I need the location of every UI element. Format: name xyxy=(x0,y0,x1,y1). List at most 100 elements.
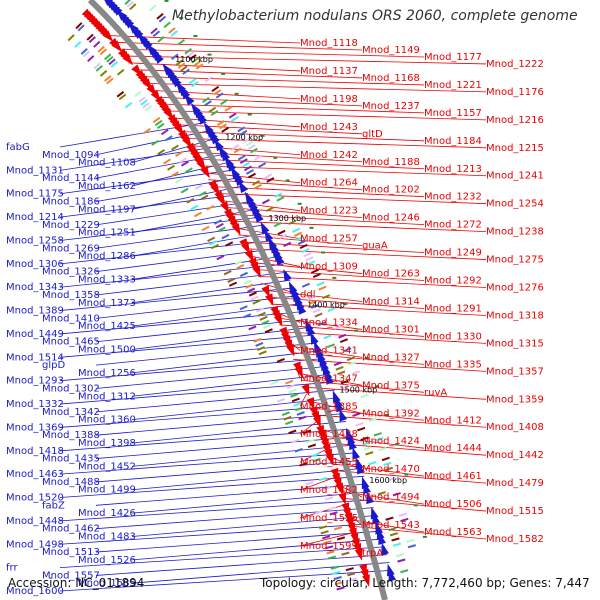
feature-mark xyxy=(93,62,101,70)
forward-gene-arrow xyxy=(294,365,303,379)
feature-mark xyxy=(118,93,127,101)
feature-mark xyxy=(388,526,397,532)
feature-mark xyxy=(247,144,256,150)
leader-line xyxy=(95,248,277,273)
leader-line xyxy=(144,82,487,93)
feature-mark xyxy=(224,105,233,112)
kbp-tick-label: 1300 kbp xyxy=(268,214,306,223)
gene-label: Mnod_1213 xyxy=(424,164,482,175)
feature-mark xyxy=(307,443,317,449)
leader-line xyxy=(131,303,301,327)
feature-mark xyxy=(175,59,184,66)
feature-mark xyxy=(87,55,95,62)
feature-mark xyxy=(201,96,210,104)
forward-gene-arrow xyxy=(362,574,370,587)
gene-label: Mnod_1461 xyxy=(424,471,482,482)
gene-label: Mnod_1257 xyxy=(300,234,358,245)
leader-line xyxy=(95,460,360,483)
feature-mark xyxy=(389,532,399,537)
feature-mark xyxy=(219,123,227,130)
feature-mark xyxy=(321,486,331,491)
feature-mark xyxy=(264,173,273,180)
feature-mark xyxy=(312,272,321,278)
feature-mark xyxy=(211,85,220,92)
gene-label: Mnod_1221 xyxy=(424,80,482,91)
feature-mark xyxy=(285,379,294,385)
gene-label: trpA xyxy=(362,548,383,559)
gene-label: Mnod_1412 xyxy=(424,415,482,426)
gc-mark xyxy=(273,156,278,159)
feature-mark xyxy=(208,240,218,246)
feature-mark xyxy=(206,204,215,211)
gc-mark xyxy=(221,72,226,75)
feature-mark xyxy=(258,350,267,356)
feature-mark xyxy=(283,415,292,421)
feature-mark xyxy=(301,282,310,288)
feature-mark xyxy=(160,129,169,136)
feature-mark xyxy=(392,492,401,497)
gene-label: Mnod_1448 xyxy=(6,516,64,527)
gene-label: Mnod_1108 xyxy=(78,158,136,169)
feature-mark xyxy=(170,30,178,37)
forward-gene-arrow xyxy=(313,415,321,429)
gc-mark xyxy=(234,92,239,95)
feature-mark xyxy=(262,324,272,330)
feature-mark xyxy=(293,231,302,237)
feature-mark xyxy=(248,325,257,331)
feature-mark xyxy=(195,63,204,70)
gene-label: Mnod_1186 xyxy=(42,197,100,208)
forward-gene-arrow xyxy=(273,314,283,327)
gene-label: Mnod_1094 xyxy=(42,150,100,161)
gene-label: Mnod_1470 xyxy=(362,464,420,475)
gc-mark xyxy=(404,473,409,476)
feature-mark xyxy=(223,270,232,276)
forward-gene-arrow xyxy=(325,453,334,467)
gene-label: Mnod_1144 xyxy=(42,173,100,184)
reverse-gene-arrow xyxy=(297,302,307,315)
feature-mark xyxy=(391,537,400,542)
feature-mark xyxy=(108,58,116,66)
leader-line xyxy=(131,444,354,467)
feature-mark xyxy=(348,361,357,366)
gene-label: Mnod_1375 xyxy=(362,380,420,391)
gene-label: Mnod_1341 xyxy=(300,345,358,356)
gene-label: Mnod_1216 xyxy=(486,115,544,126)
gene-label: Mnod_1500 xyxy=(78,345,136,356)
leader-line xyxy=(164,110,487,121)
leader-line xyxy=(95,389,335,413)
feature-mark xyxy=(213,89,222,96)
feature-mark xyxy=(266,177,275,183)
gene-label: Mnod_1254 xyxy=(486,199,544,210)
gene-label: Mnod_1318 xyxy=(486,310,544,321)
gene-label: Mnod_1563 xyxy=(424,527,482,538)
feature-mark xyxy=(301,247,310,254)
feature-mark xyxy=(318,321,327,327)
gene-label: frr xyxy=(6,563,18,574)
gene-label: Mnod_1222 xyxy=(486,59,544,70)
gene-label: Mnod_1520 xyxy=(6,493,64,504)
leader-line xyxy=(258,275,487,288)
gene-label: Mnod_1585 xyxy=(78,578,136,589)
reverse-gene-arrow xyxy=(197,112,208,125)
feature-mark xyxy=(249,147,258,154)
feature-mark xyxy=(274,192,283,198)
feature-mark xyxy=(296,411,305,416)
feature-mark xyxy=(333,526,343,531)
leader-line xyxy=(95,483,367,506)
feature-mark xyxy=(225,241,234,247)
kbp-tick-label: 1400 kbp xyxy=(307,300,345,309)
feature-mark xyxy=(327,555,337,560)
feature-mark xyxy=(383,461,392,467)
feature-mark xyxy=(110,61,118,68)
forward-gene-arrow xyxy=(261,285,270,298)
feature-mark xyxy=(253,183,262,190)
genome-title: Methylobacterium nodulans ORS 2060, comp… xyxy=(172,8,578,24)
gene-label: fabZ xyxy=(42,500,65,511)
gene-label: Mnod_1452 xyxy=(78,461,136,472)
gene-label: Mnod_1312 xyxy=(78,391,136,402)
leader-line xyxy=(293,359,487,372)
leader-line xyxy=(122,55,487,65)
reverse-gene-arrow xyxy=(275,252,285,266)
gene-label: Mnod_1557 xyxy=(42,570,100,581)
